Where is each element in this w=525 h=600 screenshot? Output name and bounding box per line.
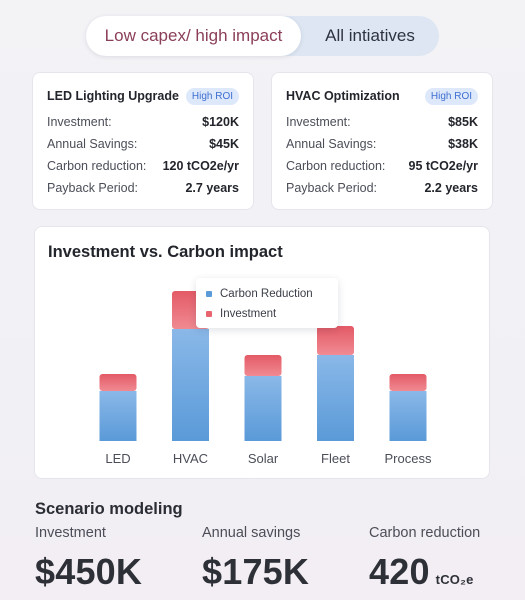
legend-swatch	[206, 291, 212, 297]
card-title: LED Lighting Upgrade	[47, 89, 179, 103]
metric-value: $175K	[202, 551, 309, 593]
chart-title: Investment vs. Carbon impact	[48, 243, 283, 261]
bar-process-investment[interactable]	[389, 374, 427, 391]
metric-number: $175K	[202, 551, 310, 592]
roi-badge: High ROI	[185, 87, 239, 105]
x-tick-label: HVAC	[173, 451, 208, 466]
metric-label: Carbon reduction	[369, 525, 481, 541]
chart-plot: LED HVAC Solar Fleet Process	[99, 291, 432, 466]
x-tick-label: Solar	[248, 451, 279, 466]
row-label: Payback Period:	[47, 181, 139, 195]
row-value: 120 tCO2e/yr	[162, 159, 239, 173]
card-row-payback: Payback Period: 2.2 years	[286, 177, 478, 199]
metric-value: $450K	[35, 551, 142, 593]
metric-label: Investment	[35, 525, 106, 541]
scenario-toggle: Low capex/ high impact All intiatives	[86, 16, 439, 56]
bar-fleet-investment[interactable]	[317, 326, 354, 355]
x-tick-label: Process	[385, 451, 432, 466]
legend-item-investment[interactable]: Investment	[206, 304, 338, 324]
metric-number: $450K	[35, 551, 143, 592]
row-value: $38K	[448, 137, 478, 151]
roi-badge: High ROI	[424, 87, 478, 105]
card-row-investment: Investment: $120K	[47, 111, 239, 133]
row-label: Carbon reduction:	[47, 159, 147, 173]
metric-value: 420 tCO₂e	[369, 551, 480, 593]
bar-process-carbon-reduction[interactable]	[389, 391, 427, 441]
card-row-investment: Investment: $85K	[286, 111, 478, 133]
metric-investment: Investment $450K	[35, 525, 142, 593]
metric-annual-savings: Annual savings $175K	[202, 525, 309, 593]
row-label: Annual Savings:	[47, 137, 138, 151]
card-row-savings: Annual Savings: $45K	[47, 133, 239, 155]
card-row-savings: Annual Savings: $38K	[286, 133, 478, 155]
row-value: $85K	[448, 115, 478, 129]
scenario-title: Scenario modeling	[35, 500, 183, 518]
metric-number: 420	[369, 551, 430, 592]
bar-led-carbon-reduction[interactable]	[99, 391, 137, 441]
legend-item-carbon[interactable]: Carbon Reduction	[206, 284, 338, 304]
row-value: 2.2 years	[424, 181, 478, 195]
row-value: 95 tCO2e/yr	[408, 159, 478, 173]
bar-solar-carbon-reduction[interactable]	[244, 376, 282, 441]
row-label: Investment:	[286, 115, 351, 129]
card-row-carbon: Carbon reduction: 120 tCO2e/yr	[47, 155, 239, 177]
row-value: $45K	[209, 137, 239, 151]
x-tick-label: LED	[105, 451, 130, 466]
metric-unit: tCO₂e	[435, 572, 474, 587]
bar-solar-investment[interactable]	[244, 355, 282, 376]
initiative-card-led[interactable]: LED Lighting Upgrade High ROI Investment…	[32, 72, 254, 210]
legend-swatch	[206, 311, 212, 317]
metric-label: Annual savings	[202, 525, 301, 541]
metric-carbon-reduction: Carbon reduction 420 tCO₂e	[369, 525, 480, 593]
row-value: $120K	[202, 115, 239, 129]
row-label: Annual Savings:	[286, 137, 377, 151]
card-title: HVAC Optimization	[286, 89, 400, 103]
bar-hvac-carbon-reduction[interactable]	[172, 329, 209, 441]
row-label: Investment:	[47, 115, 112, 129]
chart-legend: Carbon Reduction Investment	[196, 278, 338, 328]
row-value: 2.7 years	[185, 181, 239, 195]
initiative-card-hvac[interactable]: HVAC Optimization High ROI Investment: $8…	[271, 72, 493, 210]
legend-label: Investment	[220, 308, 277, 320]
row-label: Payback Period:	[286, 181, 378, 195]
legend-label: Carbon Reduction	[220, 288, 313, 300]
card-row-carbon: Carbon reduction: 95 tCO2e/yr	[286, 155, 478, 177]
investment-carbon-chart: LED HVAC Solar Fleet Process Investment vs. …	[34, 226, 490, 479]
bar-led-investment[interactable]	[99, 374, 137, 391]
row-label: Carbon reduction:	[286, 159, 386, 173]
x-tick-label: Fleet	[321, 451, 350, 466]
card-row-payback: Payback Period: 2.7 years	[47, 177, 239, 199]
toggle-low-capex[interactable]: Low capex/ high impact	[86, 16, 301, 56]
toggle-all-initiatives[interactable]: All intiatives	[325, 26, 415, 45]
bar-fleet-carbon-reduction[interactable]	[317, 355, 354, 441]
